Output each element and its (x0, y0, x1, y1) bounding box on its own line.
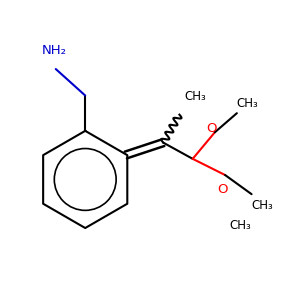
Text: CH₃: CH₃ (230, 219, 251, 232)
Text: CH₃: CH₃ (237, 97, 259, 110)
Text: O: O (207, 122, 217, 135)
Text: CH₃: CH₃ (252, 200, 273, 212)
Text: NH₂: NH₂ (42, 44, 67, 57)
Text: CH₃: CH₃ (185, 90, 206, 103)
Text: O: O (217, 183, 227, 196)
